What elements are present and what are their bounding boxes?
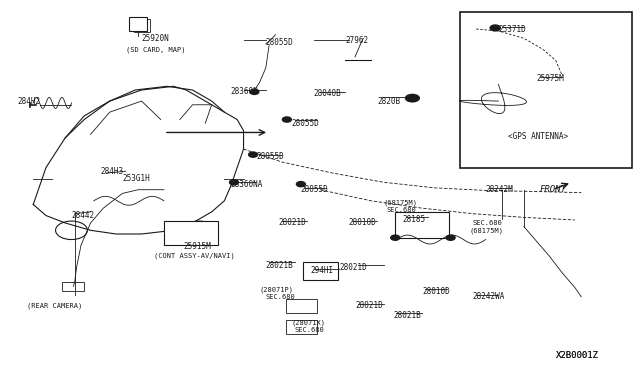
Bar: [460, 13, 632, 167]
Text: SEC.680: SEC.680: [473, 220, 502, 226]
Circle shape: [296, 182, 305, 187]
Text: (28071P): (28071P): [259, 286, 294, 293]
Text: X2B0001Z: X2B0001Z: [556, 351, 599, 360]
Bar: [286, 299, 317, 313]
Text: 25975M: 25975M: [537, 74, 564, 83]
Text: (28071X): (28071X): [291, 320, 325, 326]
Text: 28442: 28442: [72, 211, 95, 220]
Circle shape: [391, 235, 399, 240]
Bar: [134, 19, 150, 32]
Text: SEC.680: SEC.680: [294, 327, 324, 333]
Text: 253G1H: 253G1H: [122, 174, 150, 183]
Text: (68175M): (68175M): [470, 227, 504, 234]
Text: X2B0001Z: X2B0001Z: [556, 351, 599, 360]
Text: 28010D: 28010D: [422, 287, 450, 296]
Text: 28185: 28185: [403, 215, 426, 224]
Text: 28242M: 28242M: [486, 185, 513, 194]
Text: (SD CARD, MAP): (SD CARD, MAP): [125, 46, 185, 52]
Text: 284H2: 284H2: [17, 97, 40, 106]
Bar: [286, 320, 317, 334]
Text: 284H3: 284H3: [100, 167, 124, 176]
Circle shape: [230, 180, 239, 185]
Bar: [129, 17, 147, 31]
Text: 28021B: 28021B: [394, 311, 421, 320]
Text: 28055D: 28055D: [291, 119, 319, 128]
Text: 28021D: 28021D: [278, 218, 307, 227]
Text: SEC.680: SEC.680: [266, 294, 296, 300]
Circle shape: [404, 94, 420, 103]
Circle shape: [446, 235, 455, 240]
Text: 28055D: 28055D: [256, 152, 284, 161]
Bar: [62, 282, 84, 291]
Text: 25915M: 25915M: [183, 243, 211, 251]
Text: 28040B: 28040B: [314, 89, 341, 98]
Text: 28360NA: 28360NA: [231, 180, 263, 189]
Text: 294HI: 294HI: [310, 266, 333, 275]
Text: 28242WA: 28242WA: [473, 292, 506, 301]
Text: 2820B: 2820B: [378, 97, 401, 106]
Text: (REAR CAMERA): (REAR CAMERA): [27, 303, 82, 309]
Text: 28055D: 28055D: [266, 38, 294, 46]
Text: 25371D: 25371D: [499, 25, 526, 33]
Circle shape: [282, 117, 291, 122]
Text: 28360N: 28360N: [231, 87, 259, 96]
Text: FRONT: FRONT: [540, 185, 566, 194]
Circle shape: [248, 152, 257, 157]
Bar: [303, 262, 339, 280]
Text: 28055D: 28055D: [301, 185, 328, 194]
Circle shape: [490, 25, 500, 31]
Text: 28021D: 28021D: [355, 301, 383, 311]
Circle shape: [250, 89, 259, 94]
Text: <GPS ANTENNA>: <GPS ANTENNA>: [508, 132, 568, 141]
Text: SEC.680: SEC.680: [387, 207, 417, 213]
Text: 28021D: 28021D: [339, 263, 367, 272]
Text: 27962: 27962: [346, 36, 369, 45]
Text: (CONT ASSY-AV/NAVI): (CONT ASSY-AV/NAVI): [154, 253, 235, 259]
Bar: [395, 212, 449, 238]
Text: (68175M): (68175M): [384, 199, 418, 206]
Bar: [164, 221, 218, 245]
Text: 28010D: 28010D: [349, 218, 376, 227]
Text: 28021B: 28021B: [266, 261, 294, 270]
Text: 25920N: 25920N: [141, 34, 170, 43]
